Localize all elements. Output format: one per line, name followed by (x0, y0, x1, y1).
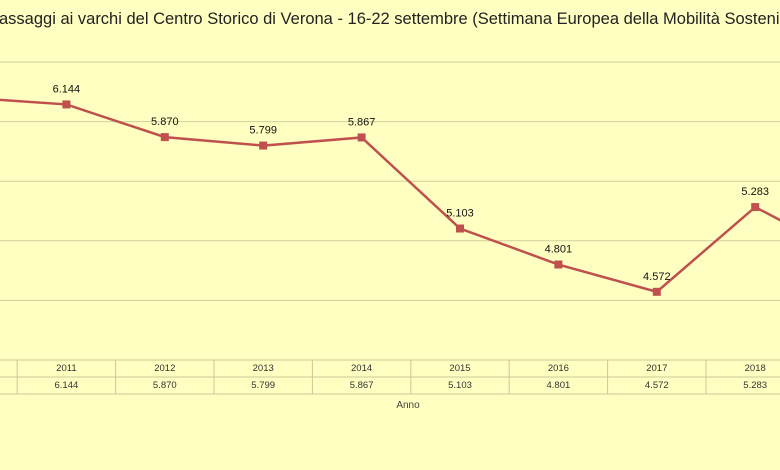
data-label: 6.144 (53, 83, 81, 95)
table-cell-value: 5.283 (743, 380, 767, 391)
data-label: 5.283 (741, 186, 769, 198)
x-tick-label: 2016 (548, 363, 569, 374)
data-point (62, 100, 71, 109)
chart-title: Passaggi ai varchi del Centro Storico di… (0, 10, 780, 28)
data-label: 4.572 (643, 271, 671, 283)
data-table: 2011 2012 2013 2014 2015 2016 2017 2018 6.144 5.8… (0, 359, 780, 395)
data-label: 5.867 (348, 116, 376, 128)
x-tick-label: 2017 (646, 363, 667, 374)
x-axis-title: Anno (396, 400, 420, 411)
table-cell-value: 6.144 (55, 380, 79, 391)
data-label: 4.801 (545, 244, 573, 256)
data-point (652, 287, 661, 296)
data-point (456, 224, 464, 233)
table-cell-value: 4.801 (547, 380, 571, 391)
data-point (160, 133, 169, 142)
data-label: 5.870 (151, 116, 179, 128)
table-cell-value: 5.799 (251, 380, 275, 391)
x-tick-label: 2018 (745, 363, 766, 374)
gridlines (0, 61, 780, 361)
data-label: 5.103 (446, 208, 474, 220)
x-tick-label: 2014 (351, 363, 372, 374)
table-cell-value: 4.572 (645, 380, 669, 391)
data-label: 5.799 (249, 125, 277, 137)
series-group (0, 98, 780, 296)
table-cell-value: 5.870 (153, 380, 177, 391)
x-tick-label: 2013 (253, 363, 274, 374)
x-tick-label: 2011 (56, 363, 76, 374)
data-point (751, 203, 760, 212)
data-point (554, 260, 563, 269)
data-point (259, 141, 268, 150)
table-cell-value: 5.867 (350, 380, 374, 391)
table-cell-value: 5.103 (448, 380, 472, 391)
series-line (0, 98, 780, 294)
data-point (357, 133, 366, 142)
x-tick-label: 2012 (154, 363, 175, 374)
data-labels: 6.144 5.870 5.799 5.867 5.103 4.801 4.572 5.283 (53, 83, 769, 282)
x-tick-label: 2015 (449, 363, 470, 374)
